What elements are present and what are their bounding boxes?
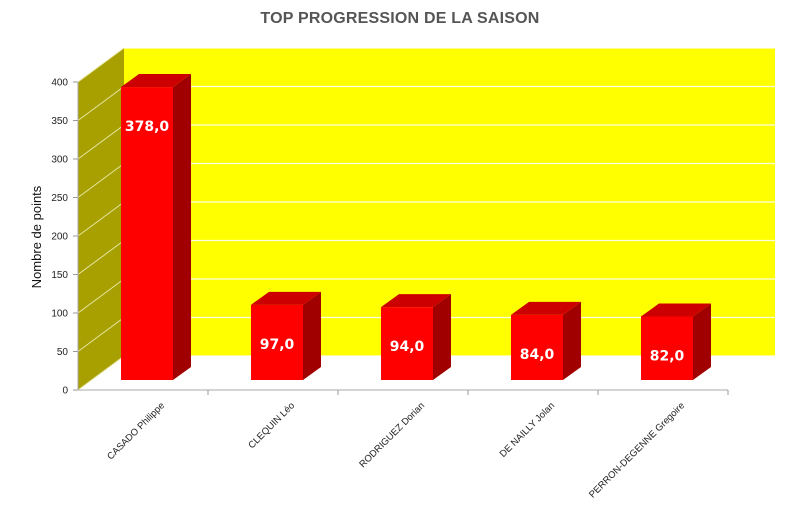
x-category-label: CLEQUIN Léo bbox=[246, 400, 297, 451]
bar bbox=[641, 303, 711, 380]
bar-side bbox=[303, 291, 321, 380]
gridline-side bbox=[77, 47, 125, 83]
gridline-side bbox=[77, 355, 125, 391]
bar-front bbox=[251, 304, 303, 380]
y-tick-label: 50 bbox=[57, 347, 69, 358]
bar-front bbox=[381, 307, 433, 380]
bar bbox=[511, 301, 581, 380]
x-category-label: RODRIGUEZ Dorian bbox=[357, 400, 427, 470]
gridline-side bbox=[77, 124, 125, 160]
bar-top bbox=[381, 294, 451, 308]
bar-front bbox=[641, 316, 693, 380]
bar bbox=[121, 74, 191, 381]
y-tick-label: 100 bbox=[51, 309, 68, 320]
bar-top bbox=[121, 74, 191, 88]
data-label: 378,0 bbox=[125, 119, 170, 135]
gridline-side bbox=[77, 86, 125, 121]
bar-side bbox=[173, 74, 191, 381]
bar-front bbox=[121, 87, 173, 381]
x-category-label: PERRON-DEGENNE Gregoire bbox=[587, 400, 687, 500]
y-tick-label: 200 bbox=[51, 232, 68, 243]
y-tick-label: 350 bbox=[51, 116, 68, 127]
gridline-side bbox=[77, 163, 125, 198]
y-tick-label: 300 bbox=[51, 155, 68, 166]
gridline-side bbox=[77, 278, 125, 314]
gridline-side bbox=[77, 317, 125, 352]
x-category-label: DE NAILLY Jolan bbox=[498, 400, 557, 459]
bar-top bbox=[641, 303, 711, 317]
chart-title: TOP PROGRESSION DE LA SAISON bbox=[260, 10, 540, 27]
bar-top bbox=[251, 291, 321, 305]
y-tick-label: 400 bbox=[51, 78, 68, 89]
bar-top bbox=[511, 301, 581, 315]
bar bbox=[251, 291, 321, 380]
y-tick-label: 250 bbox=[51, 193, 68, 204]
data-label: 94,0 bbox=[390, 339, 425, 355]
y-tick-label: 150 bbox=[51, 270, 68, 281]
y-tick-label: 0 bbox=[62, 386, 68, 397]
data-label: 82,0 bbox=[650, 348, 685, 364]
x-category-label: CASADO Philippe bbox=[105, 400, 167, 462]
bar-front bbox=[511, 314, 563, 380]
bar-side bbox=[693, 303, 711, 380]
gridline-side bbox=[77, 240, 125, 275]
gridline-side bbox=[77, 201, 125, 237]
y-axis-label: Nombre de points bbox=[29, 185, 44, 288]
bar-side bbox=[563, 301, 581, 380]
data-label: 97,0 bbox=[260, 337, 295, 353]
bar-side bbox=[433, 294, 451, 380]
data-label: 84,0 bbox=[520, 347, 555, 363]
bar bbox=[381, 294, 451, 380]
